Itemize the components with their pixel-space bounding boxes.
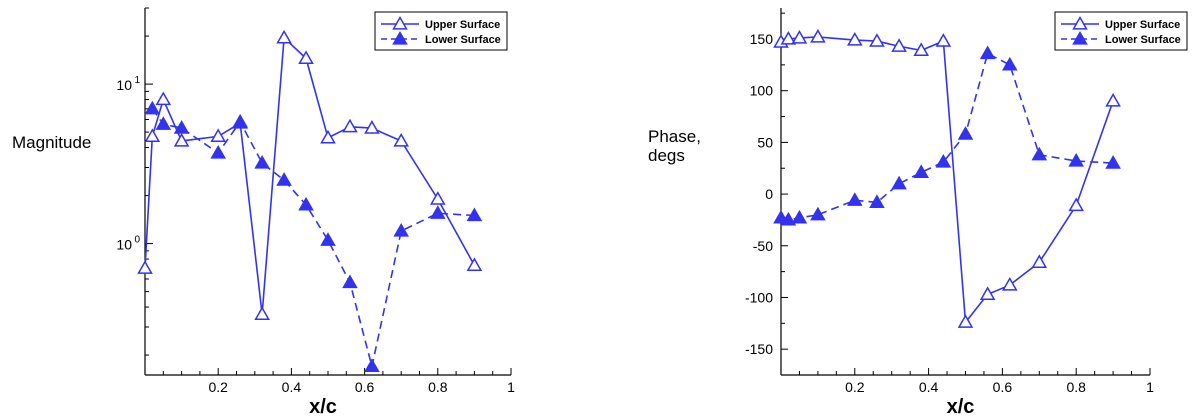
chart1-series-2-point: [320, 232, 336, 246]
chart1-series-2-point: [232, 113, 248, 128]
chart1-series-2-line: [151, 108, 475, 367]
chart2-series-1-point: [979, 286, 996, 300]
chart2-series-2-point: [847, 192, 863, 206]
chart2-series-2-point: [1068, 152, 1084, 167]
chart1-series-2-point: [298, 196, 314, 211]
chart2-series-2-point: [1031, 146, 1048, 161]
chart2-ytick-label: -100: [745, 289, 773, 305]
chart2-series-1-point: [935, 33, 952, 47]
chart2-xtick-label: 1: [1146, 379, 1154, 395]
chart1-xtick-label: 0.8: [428, 379, 448, 395]
chart2-series-2-point: [791, 209, 808, 224]
chart1-xtick-label: 0.2: [208, 379, 228, 395]
chart1-series-1-point: [320, 129, 336, 144]
chart1-ytick-exp: 0: [134, 235, 140, 246]
chart1-series-1-point: [466, 257, 483, 272]
chart1-legend-marker: [392, 15, 408, 30]
chart2-ytick-label: -50: [753, 238, 773, 254]
chart2-series-1-point: [1001, 277, 1018, 291]
chart2-series-2-point: [1001, 56, 1018, 71]
chart1-series-2-point: [393, 222, 409, 237]
chart2-ytick-label: 0: [765, 186, 773, 202]
chart2-series-2-point: [979, 45, 996, 60]
chart1-series-1-point: [254, 306, 270, 320]
chart1-series-2-point: [210, 144, 226, 159]
chart2-series-1-point: [957, 314, 974, 328]
chart2-xtick-label: 0.2: [845, 379, 865, 395]
chart2-series-2-point: [780, 211, 797, 226]
chart2-series-1-line: [780, 36, 1114, 325]
chart1-series-2-point: [254, 155, 270, 169]
chart1-series-1-point: [298, 50, 314, 64]
chart1-ytick-base: 10: [116, 77, 132, 93]
chart1-series-2-point: [342, 274, 358, 289]
chart2-xtick-label: 0.6: [993, 379, 1013, 395]
chart2-series-2-point: [935, 154, 952, 168]
chart2-y-axis-title: Phase,: [648, 127, 701, 146]
chart2-series-1-point: [791, 29, 808, 44]
chart1-series-1-point: [393, 132, 409, 147]
chart1-legend-marker: [392, 30, 408, 45]
chart1-series-1-point: [342, 118, 358, 133]
chart2-series-1-point: [1105, 93, 1121, 107]
chart2-series-2-point: [891, 175, 907, 190]
chart2-series-1-point: [847, 32, 863, 46]
chart1-ytick-exp: 1: [134, 75, 140, 86]
chart1-series-2-point: [173, 120, 190, 134]
chart1-series-1-line: [144, 36, 476, 315]
chart1-ytick-base: 10: [116, 237, 132, 253]
chart2-series-2-point: [869, 194, 885, 208]
chart1-x-axis-title: x/c: [309, 396, 337, 416]
chart2-series-2-point: [957, 126, 974, 140]
chart1-series-1-point: [144, 128, 161, 143]
chart2-series-1-point: [869, 33, 885, 47]
chart2-series-2-line: [780, 52, 1114, 221]
chart1-series-1-point: [173, 132, 190, 147]
chart2-x-axis-title: x/c: [947, 396, 975, 416]
chart2-legend-marker: [1072, 30, 1088, 45]
chart1-legend-label: Upper Surface: [425, 19, 500, 31]
chart1-legend-label: Lower Surface: [425, 34, 501, 46]
chart1-xtick-label: 0.4: [282, 379, 302, 395]
chart1-series-2-point: [155, 116, 172, 130]
chart2-legend-marker: [1072, 15, 1088, 30]
chart2-ytick-label: 50: [757, 134, 773, 150]
chart1-series-2-point: [364, 358, 380, 372]
chart2-series-1-point: [810, 28, 826, 43]
chart2-xtick-label: 0.4: [919, 379, 939, 395]
chart2-series-1-point: [891, 38, 907, 52]
chart2-ytick-label: -150: [745, 341, 773, 357]
chart2-series-1-point: [1031, 254, 1048, 268]
chart1-series-2-point: [430, 205, 446, 219]
chart2-series-1-point: [1068, 197, 1084, 212]
chart2-series-1-point: [913, 42, 930, 57]
chart2-xtick-label: 0.8: [1066, 379, 1086, 395]
chart1-series-1-point: [155, 91, 172, 106]
chart2-y-axis-title: degs: [648, 146, 685, 165]
chart1-series-2-point: [466, 207, 483, 222]
chart1-series-1-point: [364, 120, 380, 134]
chart1-xtick-label: 1: [507, 379, 515, 395]
chart1-series-1-point: [276, 29, 292, 44]
chart1-series-1-point: [137, 260, 153, 274]
chart2-legend-label: Upper Surface: [1105, 19, 1180, 31]
chart2-ytick-label: 150: [750, 31, 774, 47]
chart1-y-axis-title: Magnitude: [12, 133, 91, 152]
chart1-series-1-point: [430, 191, 446, 205]
chart2-series-1-point: [780, 31, 797, 45]
chart2-legend-label: Lower Surface: [1105, 34, 1181, 46]
chart1-series-2-point: [144, 100, 161, 115]
chart2-series-2-point: [810, 206, 826, 221]
chart1-series-2-point: [276, 172, 292, 186]
chart1-xtick-label: 0.6: [355, 379, 375, 395]
chart2-ytick-label: 100: [750, 83, 774, 99]
chart1-series-1-point: [210, 128, 226, 143]
chart2-series-2-point: [913, 164, 930, 178]
chart2-series-2-point: [1105, 155, 1121, 169]
